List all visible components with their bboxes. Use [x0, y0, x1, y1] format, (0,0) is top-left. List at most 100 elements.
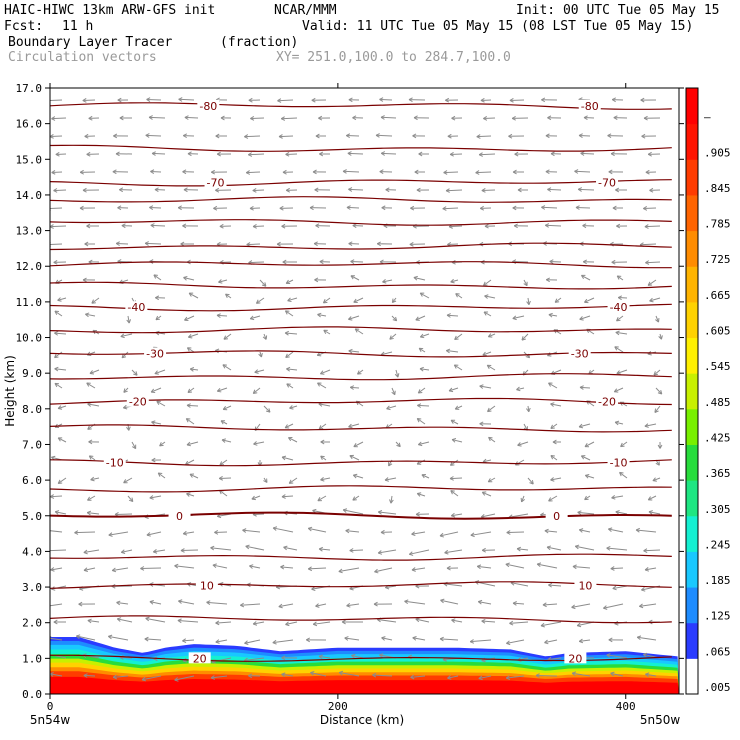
wind-vector: [286, 280, 293, 284]
colorbar: .005.065.125.185.245.305.365.425.485.545…: [686, 88, 731, 695]
wind-vector: [440, 599, 458, 604]
y-tick-label: 5.0: [22, 510, 42, 523]
wind-vector: [545, 529, 557, 533]
wind-vector: [217, 152, 231, 156]
wind-vector: [54, 331, 66, 335]
wind-vector: [547, 116, 561, 120]
wind-vector: [342, 620, 363, 624]
wind-vector: [573, 565, 590, 569]
colorbar-label: .065: [704, 645, 731, 658]
wind-vector: [47, 243, 62, 247]
wind-vector: [447, 314, 458, 318]
wind-vector: [579, 134, 590, 138]
wind-vector: [405, 600, 425, 604]
wind-vector: [346, 529, 359, 533]
wind-vector: [151, 421, 161, 425]
wind-vector: [575, 545, 594, 550]
wind-vector: [146, 134, 161, 138]
wind-vector: [85, 134, 95, 138]
wind-vector: [87, 511, 99, 515]
wind-vector: [207, 601, 227, 605]
y-tick-label: 8.0: [22, 403, 42, 416]
wind-vector: [420, 293, 429, 298]
x-tick-label: 400: [616, 700, 636, 713]
wind-vector: [642, 134, 656, 138]
wind-vector: [488, 478, 495, 482]
wind-vector: [487, 365, 495, 370]
wind-vector: [58, 298, 66, 302]
wind-vector: [149, 206, 161, 210]
wind-vector: [418, 388, 425, 393]
wind-vector: [124, 388, 128, 392]
wind-vector: [485, 224, 495, 228]
wind-vector: [343, 509, 363, 514]
wind-vector: [417, 404, 429, 408]
wind-vector: [314, 242, 326, 246]
wind-vector: [484, 312, 491, 316]
wind-vector: [79, 602, 95, 606]
wind-vector: [348, 152, 363, 156]
wind-vector: [410, 206, 425, 210]
wind-vector: [608, 134, 623, 138]
colorbar-label: .305: [704, 503, 731, 516]
x-axis-title: Distance (km): [320, 713, 404, 727]
wind-vector: [580, 386, 590, 390]
axes: 0.01.02.03.04.05.06.07.08.09.010.011.012…: [16, 82, 685, 713]
colorbar-swatch: [686, 444, 698, 480]
wind-vector: [190, 368, 198, 372]
wind-vector: [50, 225, 66, 229]
wind-vector: [414, 276, 425, 280]
wind-vector: [392, 388, 396, 395]
wind-vector: [347, 206, 359, 210]
wind-vector: [419, 348, 425, 352]
wind-vector: [58, 438, 66, 442]
wind-vector: [242, 529, 260, 533]
colorbar-label: .245: [704, 538, 731, 551]
wind-vector: [390, 496, 394, 503]
wind-vector: [353, 496, 359, 500]
wind-vector: [88, 619, 99, 623]
wind-vector: [280, 206, 293, 210]
wind-vector: [117, 618, 132, 622]
y-tick-label: 9.0: [22, 367, 42, 380]
wind-vector: [555, 298, 561, 302]
wind-vector: [654, 370, 660, 375]
wind-vector: [284, 546, 297, 550]
wind-vector: [290, 405, 297, 409]
wind-vector: [658, 442, 662, 448]
wind-vector: [85, 242, 95, 246]
wind-vector: [254, 442, 264, 446]
wind-vector: [579, 424, 590, 428]
wind-vector: [452, 439, 462, 443]
wind-vector: [549, 496, 557, 501]
colorbar-label: .185: [704, 574, 731, 587]
isotherm-line: [50, 460, 672, 466]
wind-vector: [550, 260, 561, 264]
wind-vector: [480, 206, 491, 210]
wind-vector: [282, 456, 293, 460]
right-location-label: 5n50w: [640, 713, 681, 727]
wind-vector: [285, 622, 297, 626]
wind-vector: [220, 460, 227, 465]
wind-vector: [516, 387, 524, 391]
wind-vector: [476, 171, 491, 175]
wind-vector: [260, 280, 266, 286]
wind-vector: [653, 478, 660, 482]
wind-vector: [74, 531, 95, 535]
colorbar-swatch: [686, 516, 698, 552]
wind-vector: [264, 406, 270, 412]
colorbar-label: .005: [704, 681, 731, 694]
wind-vector: [644, 549, 660, 553]
wind-vector: [349, 98, 359, 102]
wind-vector: [479, 153, 495, 157]
wind-vector: [541, 206, 557, 210]
wind-vector: [616, 511, 627, 515]
wind-vector: [116, 242, 128, 246]
wind-vector: [140, 567, 161, 571]
wind-vector: [655, 406, 660, 413]
isotherm-label: -20: [598, 396, 616, 409]
y-tick-label: 17.0: [16, 82, 43, 95]
wind-vector: [132, 370, 137, 375]
wind-vector: [145, 242, 161, 246]
y-tick-label: 4.0: [22, 545, 42, 558]
